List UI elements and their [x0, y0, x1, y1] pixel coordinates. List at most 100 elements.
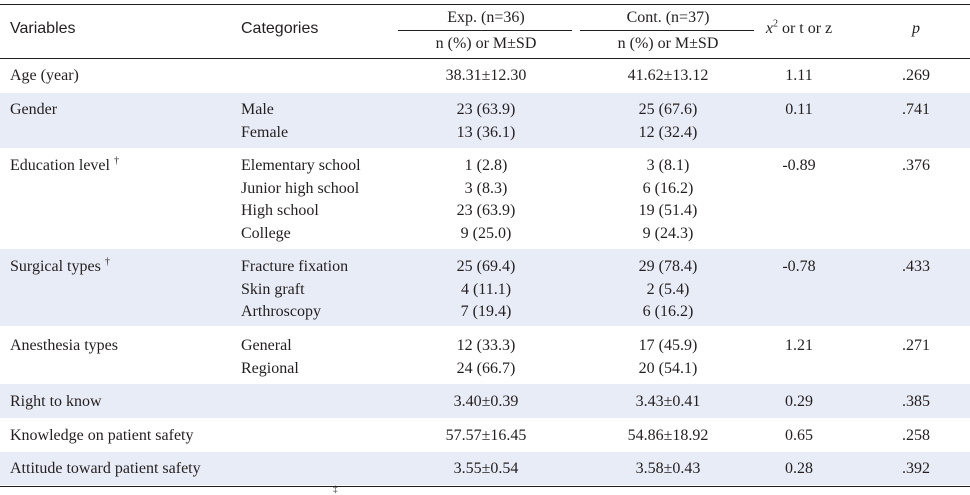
cont-value: 17 (45.9)	[638, 337, 698, 354]
header-variables: Variables	[10, 20, 76, 37]
header-categories: Categories	[241, 20, 319, 37]
header-stat-rest: or t or z	[777, 20, 833, 37]
category-label: Skin graft	[241, 280, 305, 298]
row-surgical-cont: 29 (78.4) 2 (5.4) 6 (16.2)	[582, 256, 754, 324]
row-knowledge-stat: 0.65	[785, 427, 813, 444]
row-education-exp: 1 (2.8) 3 (8.3) 23 (63.9) 9 (25.0)	[400, 155, 572, 245]
row-age-cont: 41.62±13.12	[627, 67, 709, 84]
category-label: Elementary school	[241, 157, 361, 174]
exp-value: 24 (66.7)	[456, 359, 516, 377]
row-knowledge-cont: 54.86±18.92	[627, 427, 709, 444]
row-anesthesia-p: .271	[902, 337, 930, 354]
surgical-label: Surgical types	[10, 258, 101, 275]
row-knowledge-p: .258	[902, 427, 930, 444]
exp-value: 23 (63.9)	[456, 202, 516, 219]
row-gender-stat: 0.11	[785, 101, 813, 118]
exp-value: 9 (25.0)	[460, 224, 512, 242]
band-right-to-know	[0, 384, 970, 418]
row-age-stat: 1.11	[785, 67, 813, 84]
education-label: Education level	[10, 157, 110, 174]
header-statistic: x2 or t or z	[758, 18, 840, 40]
header-cont-group: Cont. (n=37)	[626, 9, 710, 26]
row-attitude-exp: 3.55±0.54	[453, 460, 519, 477]
row-surgical-variable: Surgical types †	[10, 256, 110, 278]
category-label: Arthroscopy	[241, 303, 321, 320]
category-label: Female	[241, 123, 289, 141]
category-label: Junior high school	[241, 179, 360, 197]
row-surgical-stat: -0.78	[782, 258, 816, 275]
row-gender-exp: 23 (63.9) 13 (36.1)	[400, 99, 572, 144]
row-anesthesia-cont: 17 (45.9) 20 (54.1)	[582, 335, 754, 380]
row-gender-cont: 25 (67.6) 12 (32.4)	[582, 99, 754, 144]
row-right-p: .385	[902, 393, 930, 410]
cont-value: 2 (5.4)	[646, 280, 690, 298]
row-knowledge-variable: Knowledge on patient safety	[10, 427, 194, 444]
header-p: p	[912, 20, 920, 37]
cont-value: 25 (67.6)	[638, 101, 698, 118]
row-education-variable: Education level †	[10, 155, 119, 177]
row-gender-variable: Gender	[10, 101, 58, 118]
header-bottom-rule	[0, 58, 970, 59]
row-education-cont: 3 (8.1) 6 (16.2) 19 (51.4) 9 (24.3)	[582, 155, 754, 245]
exp-value: 4 (11.1)	[460, 280, 512, 298]
row-gender-categories: Male Female	[241, 99, 288, 144]
row-surgical-exp: 25 (69.4) 4 (11.1) 7 (19.4)	[400, 256, 572, 324]
category-label: Male	[241, 101, 274, 118]
category-label: College	[241, 224, 291, 242]
dagger-mark: †	[104, 256, 110, 268]
category-label: Regional	[241, 359, 299, 377]
cont-value: 29 (78.4)	[638, 258, 698, 275]
row-anesthesia-exp: 12 (33.3) 24 (66.7)	[400, 335, 572, 380]
exp-group-rule	[398, 30, 572, 31]
category-label: Fracture fixation	[241, 258, 349, 275]
row-right-cont: 3.43±0.41	[635, 393, 701, 410]
row-education-p: .376	[902, 157, 930, 174]
row-age-variable: Age (year)	[10, 67, 79, 84]
footnote-mark: ‡	[333, 484, 338, 494]
top-rule	[0, 4, 970, 5]
exp-value: 25 (69.4)	[456, 258, 516, 275]
row-anesthesia-variable: Anesthesia types	[10, 337, 118, 354]
cont-value: 9 (24.3)	[642, 224, 694, 242]
band-surgical	[0, 249, 970, 326]
exp-value: 23 (63.9)	[456, 101, 516, 118]
header-cont-sub: n (%) or M±SD	[617, 35, 719, 52]
row-right-exp: 3.40±0.39	[453, 393, 519, 410]
cont-group-rule	[580, 30, 754, 31]
row-age-exp: 38.31±12.30	[445, 67, 527, 84]
cont-value: 3 (8.1)	[646, 157, 690, 174]
cont-value: 20 (54.1)	[638, 359, 698, 377]
cont-value: 19 (51.4)	[638, 202, 698, 219]
cont-value: 12 (32.4)	[638, 123, 698, 141]
bottom-rule	[0, 486, 970, 487]
band-attitude	[0, 452, 970, 485]
row-right-variable: Right to know	[10, 393, 102, 410]
row-anesthesia-stat: 1.21	[785, 337, 813, 354]
row-knowledge-exp: 57.57±16.45	[445, 427, 527, 444]
row-education-stat: -0.89	[782, 157, 816, 174]
exp-value: 12 (33.3)	[456, 337, 516, 354]
row-attitude-p: .392	[902, 460, 930, 477]
row-anesthesia-categories: General Regional	[241, 335, 299, 380]
exp-value: 1 (2.8)	[464, 157, 508, 174]
band-gender	[0, 93, 970, 148]
header-stat-x: x	[765, 20, 773, 37]
header-exp-group: Exp. (n=36)	[447, 9, 525, 26]
exp-value: 7 (19.4)	[460, 303, 512, 320]
category-label: General	[241, 337, 292, 354]
row-gender-p: .741	[902, 101, 930, 118]
header-stat-sup: 2	[772, 18, 778, 30]
row-surgical-p: .433	[902, 258, 930, 275]
exp-value: 13 (36.1)	[456, 123, 516, 141]
row-attitude-cont: 3.58±0.43	[635, 460, 701, 477]
cont-value: 6 (16.2)	[642, 179, 694, 197]
dagger-mark: †	[113, 155, 119, 167]
row-right-stat: 0.29	[785, 393, 813, 410]
category-label: High school	[241, 202, 319, 219]
exp-value: 3 (8.3)	[464, 179, 508, 197]
row-age-p: .269	[902, 67, 930, 84]
row-attitude-variable: Attitude toward patient safety	[10, 460, 201, 477]
header-exp-sub: n (%) or M±SD	[435, 35, 537, 52]
cont-value: 6 (16.2)	[642, 303, 694, 320]
row-education-categories: Elementary school Junior high school Hig…	[241, 155, 361, 245]
